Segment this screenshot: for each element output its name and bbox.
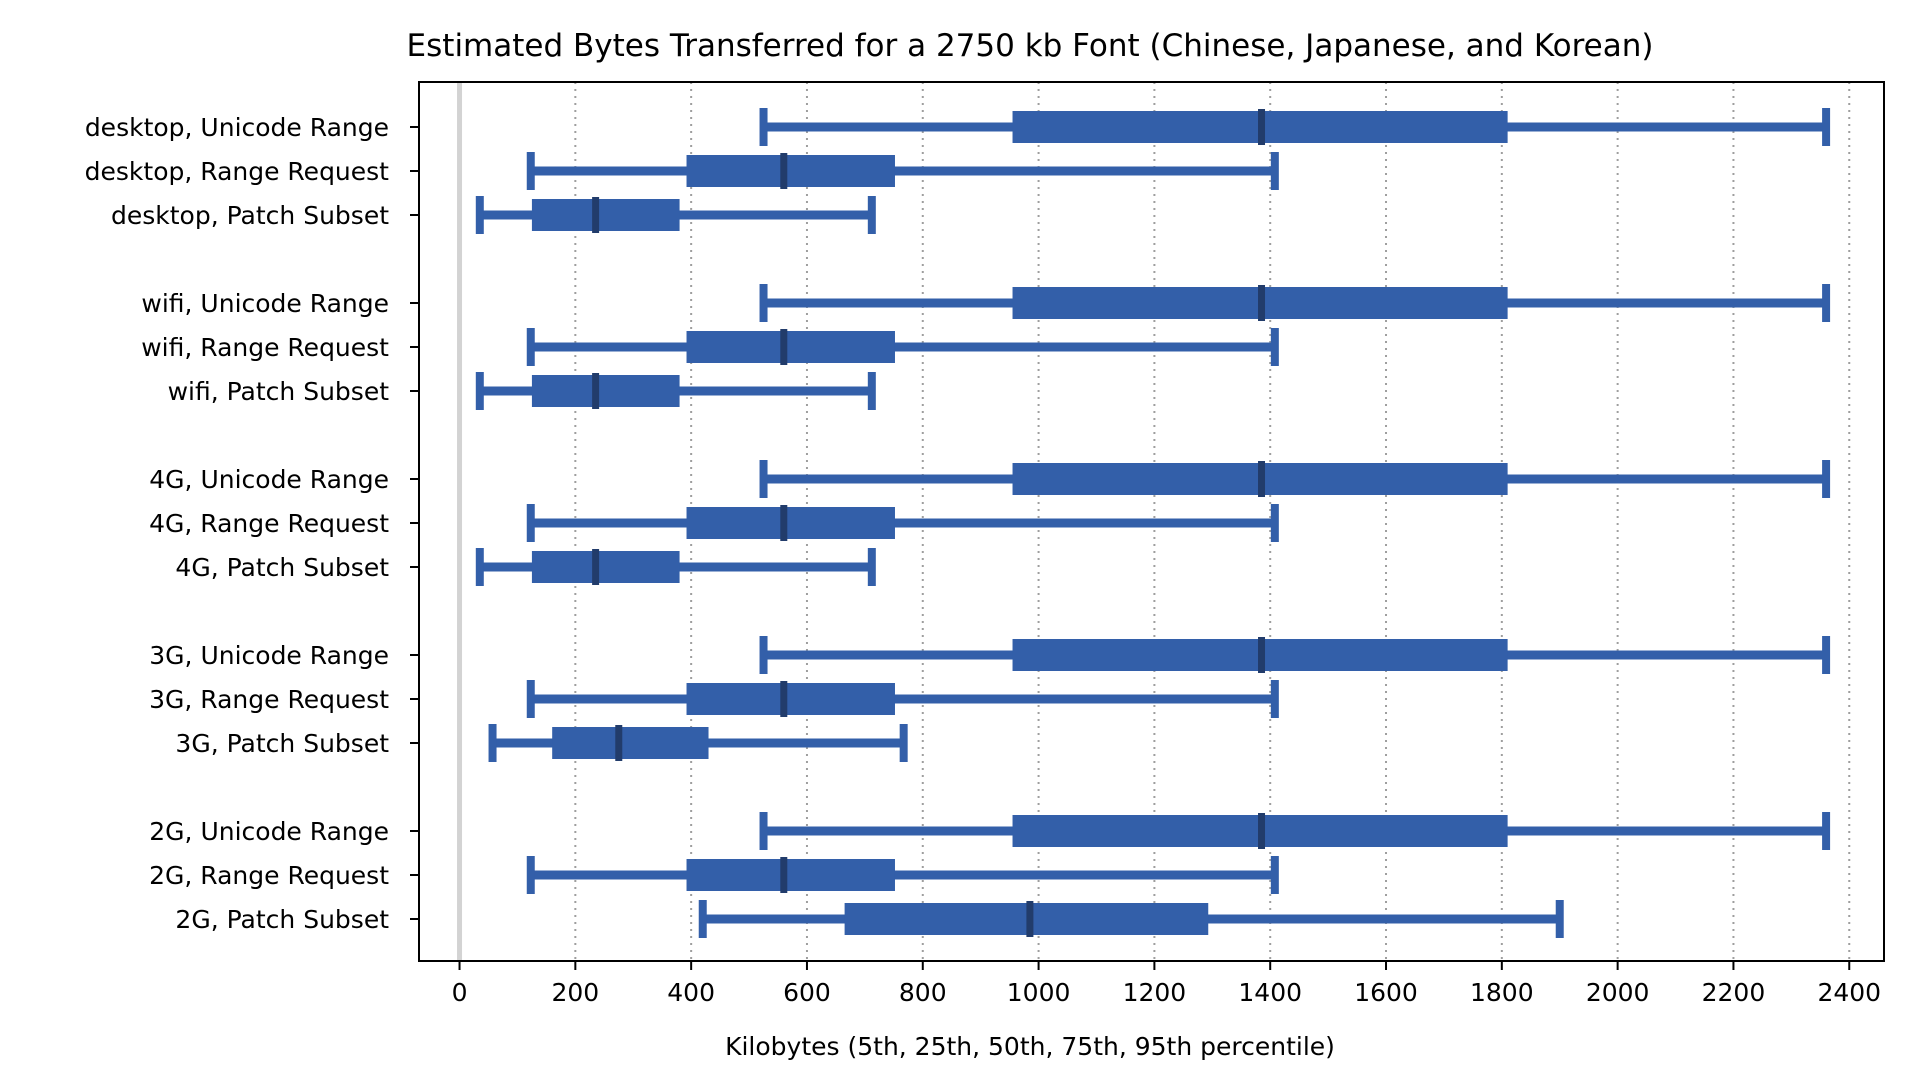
y-tick-label: desktop, Patch Subset (111, 201, 389, 230)
plot-frame (418, 81, 1885, 962)
y-tick-label: 4G, Range Request (149, 509, 389, 538)
iqr-box (686, 155, 895, 187)
y-tick-label: 4G, Unicode Range (149, 465, 389, 494)
y-tick-label: 2G, Patch Subset (175, 905, 389, 934)
x-tick-label: 200 (551, 978, 599, 1007)
y-tick-label: wifi, Unicode Range (141, 289, 389, 318)
y-tick-label: desktop, Unicode Range (85, 113, 389, 142)
plot-area: 0 200 400 600 800 1000 1200 1400 1600 1800 2000 220… (85, 82, 1881, 1007)
x-tick-label: 800 (899, 978, 947, 1007)
y-tick-label: wifi, Range Request (141, 333, 389, 362)
x-tick-label: 400 (667, 978, 715, 1007)
y-tick-label: 4G, Patch Subset (175, 553, 389, 582)
x-tick-label: 600 (783, 978, 831, 1007)
y-tick-label: desktop, Range Request (85, 157, 390, 186)
iqr-box (686, 859, 895, 891)
x-tick-label: 1600 (1354, 978, 1418, 1007)
y-tick-label: wifi, Patch Subset (168, 377, 390, 406)
y-tick-label: 3G, Patch Subset (175, 729, 389, 758)
iqr-box (686, 507, 895, 539)
x-axis-label: Kilobytes (5th, 25th, 50th, 75th, 95th p… (725, 1032, 1335, 1061)
y-tick-label: 2G, Unicode Range (149, 817, 389, 846)
x-tick-label: 2200 (1702, 978, 1766, 1007)
chart-title: Estimated Bytes Transferred for a 2750 k… (407, 28, 1654, 64)
x-tick-label: 1200 (1123, 978, 1187, 1007)
x-tick-label: 0 (452, 978, 468, 1007)
y-tick-label: 2G, Range Request (149, 861, 389, 890)
x-tick-label: 1400 (1238, 978, 1302, 1007)
iqr-box (686, 331, 895, 363)
iqr-box (531, 199, 680, 231)
iqr-box (552, 727, 709, 759)
y-tick-label: 3G, Unicode Range (149, 641, 389, 670)
x-tick-label: 2000 (1586, 978, 1650, 1007)
x-tick-label: 1000 (1007, 978, 1071, 1007)
iqr-box (686, 683, 895, 715)
y-tick-label: 3G, Range Request (149, 685, 389, 714)
iqr-box (531, 375, 680, 407)
x-tick-label: 1800 (1470, 978, 1534, 1007)
x-tick-label: 2400 (1817, 978, 1881, 1007)
iqr-box (531, 551, 680, 583)
